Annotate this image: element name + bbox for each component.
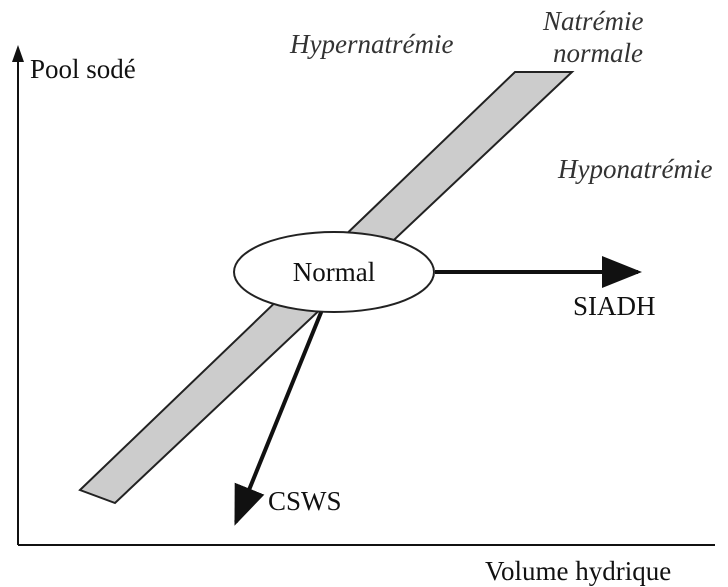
center-label: Normal: [293, 257, 375, 287]
y-axis-head: [12, 45, 24, 62]
normal-ellipse: [233, 231, 435, 313]
region-band-1: Natrémie: [542, 6, 644, 36]
region-upper: Hypernatrémie: [289, 29, 453, 59]
y-label: Pool sodé: [30, 54, 136, 84]
siadh-label: SIADH: [573, 291, 656, 321]
region-band-2: normale: [553, 38, 643, 68]
csws-label: CSWS: [268, 486, 342, 516]
x-label: Volume hydrique: [485, 556, 671, 586]
region-lower: Hyponatrémie: [557, 154, 712, 184]
arrow-csws: [234, 309, 324, 526]
